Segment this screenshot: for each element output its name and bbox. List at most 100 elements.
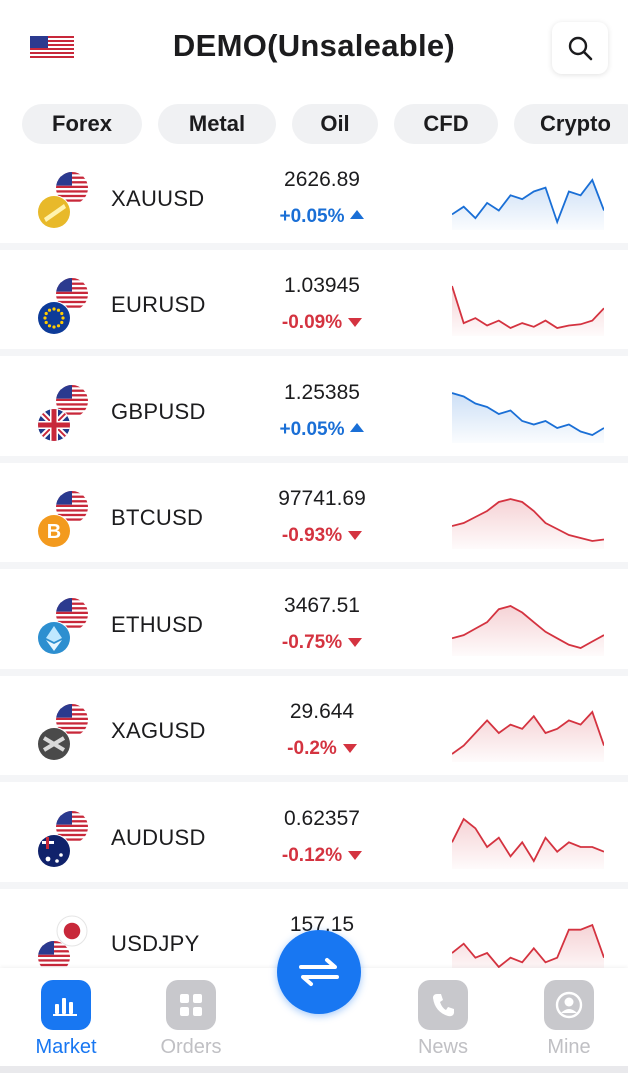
change-value: -0.12%: [281, 845, 343, 866]
grid-icon: [166, 980, 216, 1030]
us-flag-icon: [56, 278, 88, 310]
quote-row-gbpusd[interactable]: GBPUSD 1.25385 +0.05%: [0, 363, 628, 463]
trade-button[interactable]: [277, 930, 361, 1014]
arrow-up-icon: [350, 423, 365, 433]
user-icon: [544, 980, 594, 1030]
tab-mine[interactable]: Mine: [529, 980, 609, 1059]
phone-icon: [418, 980, 468, 1030]
arrow-up-icon: [350, 210, 365, 220]
quote-row-xagusd[interactable]: XAGUSD 29.644 -0.2%: [0, 682, 628, 782]
symbol-label: AUDUSD: [111, 825, 206, 850]
tab-orders-label: Orders: [160, 1036, 222, 1058]
sparkline-line: [452, 178, 604, 225]
sparkline-line: [452, 605, 604, 649]
pair-icon-wrap: B: [36, 489, 92, 549]
change-percent: -0.2%: [262, 738, 382, 760]
ethereum-icon: [38, 622, 70, 654]
tab-metal[interactable]: Metal: [158, 104, 276, 144]
sparkline-chart: [452, 285, 604, 336]
us-flag-icon: [56, 172, 88, 204]
sparkline-chart: [452, 178, 604, 230]
pair-icon: [37, 598, 88, 655]
sparkline-line: [452, 285, 604, 330]
sparkline-area: [452, 393, 604, 443]
sparkline-area: [452, 819, 604, 869]
pair-icon: B: [37, 491, 88, 548]
arrow-down-icon: [342, 744, 357, 754]
bitcoin-icon: B: [38, 515, 70, 547]
arrow-down-icon: [348, 531, 363, 541]
home-indicator: [0, 1066, 628, 1073]
sparkline-area: [452, 499, 604, 549]
change-percent: +0.05%: [262, 206, 382, 228]
quote-row-eurusd[interactable]: EURUSD 1.03945 -0.09%: [0, 256, 628, 356]
change-percent: -0.93%: [262, 525, 382, 547]
price-value: 29.644: [289, 700, 355, 723]
sparkline-area: [452, 712, 604, 762]
pair-icon: [37, 385, 88, 442]
sparkline-area: [452, 286, 604, 336]
tab-oil[interactable]: Oil: [292, 104, 378, 144]
bottom-tab-bar: Market Orders News Mine: [0, 968, 628, 1073]
symbol-label: BTCUSD: [111, 505, 204, 530]
change-value: +0.05%: [279, 419, 345, 440]
pair-icon-wrap: [36, 276, 92, 336]
sparkline-chart: [452, 605, 604, 656]
quote-row-xauusd[interactable]: XAUUSD 2626.89 +0.05%: [0, 150, 628, 250]
search-icon: [568, 36, 593, 61]
gold-coin-icon: [38, 196, 70, 228]
price-value: 2626.89: [284, 168, 360, 191]
us-flag-icon: [56, 704, 88, 736]
change-value: -0.09%: [281, 312, 343, 333]
price-value: 0.62357: [284, 807, 360, 830]
silver-icon: [38, 728, 70, 760]
sparkline-area: [452, 180, 604, 230]
price-value: 1.25385: [284, 381, 360, 404]
eu-flag-icon: [38, 302, 70, 334]
change-value: -0.93%: [281, 525, 343, 546]
tab-market[interactable]: Market: [26, 980, 106, 1059]
price-value: 1.03945: [284, 274, 360, 297]
quote-row-ethusd[interactable]: ETHUSD 3467.51 -0.75%: [0, 576, 628, 676]
pair-icon-wrap: [36, 702, 92, 762]
pair-icon: [37, 172, 88, 229]
price-value: 3467.51: [284, 594, 360, 617]
swap-arrows-icon: [299, 958, 339, 986]
sparkline-chart: [452, 710, 604, 762]
tab-news-label: News: [417, 1036, 468, 1058]
sparkline-line: [452, 817, 604, 863]
symbol-label: XAUUSD: [111, 186, 205, 211]
symbol-label: USDJPY: [111, 931, 200, 956]
page-title: DEMO(Unsaleable): [172, 28, 456, 63]
us-flag-icon: [30, 36, 74, 60]
quote-row-audusd[interactable]: AUDUSD 0.62357 -0.12%: [0, 789, 628, 889]
sparkline-chart: [452, 498, 604, 549]
change-percent: -0.12%: [262, 845, 382, 867]
sparkline-line: [452, 710, 604, 755]
tab-news[interactable]: News: [403, 980, 483, 1059]
tab-cfd[interactable]: CFD: [394, 104, 498, 144]
pair-icon-wrap: [36, 383, 92, 443]
price-value: 157.15: [289, 913, 355, 936]
sparkline-chart: [452, 392, 604, 443]
category-tabs: Forex Metal Oil CFD Crypto: [0, 104, 628, 144]
header: DEMO(Unsaleable): [0, 0, 628, 96]
jp-flag-icon: [56, 915, 88, 947]
quote-row-btcusd[interactable]: B BTCUSD 97741.69 -0.93%: [0, 469, 628, 569]
arrow-down-icon: [348, 851, 363, 861]
tab-orders[interactable]: Orders: [151, 980, 231, 1059]
tab-crypto[interactable]: Crypto: [514, 104, 628, 144]
tab-mine-label: Mine: [547, 1036, 591, 1058]
pair-icon: [37, 278, 88, 335]
pair-icon-wrap: [36, 170, 92, 230]
arrow-down-icon: [348, 318, 363, 328]
tab-forex[interactable]: Forex: [22, 104, 142, 144]
pair-icon: [37, 811, 88, 868]
search-button[interactable]: [552, 22, 608, 74]
change-percent: -0.09%: [262, 312, 382, 334]
sparkline-line: [452, 923, 604, 969]
bar-chart-icon: [41, 980, 91, 1030]
change-value: -0.2%: [287, 738, 337, 759]
symbol-label: EURUSD: [111, 292, 206, 317]
sparkline-line: [452, 392, 604, 436]
